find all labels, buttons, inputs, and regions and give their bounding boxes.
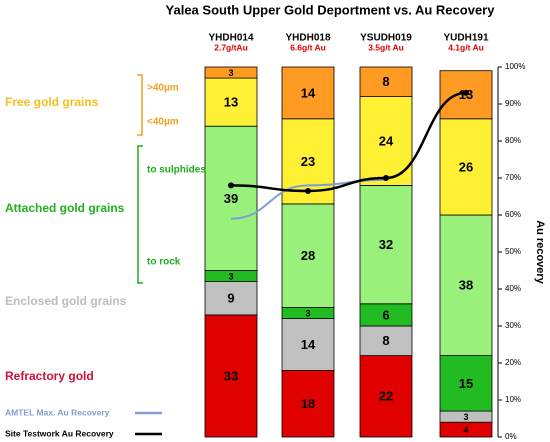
- y-axis-label: Au recovery: [534, 220, 546, 284]
- data-label: 26: [459, 159, 473, 174]
- data-label: 3: [228, 271, 233, 281]
- bracket: [137, 145, 143, 284]
- data-label: 13: [224, 95, 238, 110]
- line-marker: [383, 175, 389, 181]
- y-tick-label: 60%: [505, 210, 521, 219]
- y-tick-label: 80%: [505, 136, 521, 145]
- group-label: Attached gold grains: [5, 201, 125, 215]
- data-label: 28: [301, 248, 315, 263]
- data-label: 24: [379, 133, 394, 148]
- y-tick-label: 70%: [505, 173, 521, 182]
- x-tick-label: YSUDH019: [360, 33, 412, 44]
- data-label: 23: [301, 154, 315, 169]
- x-tick-label: YUDH191: [443, 33, 488, 44]
- data-label: 14: [301, 337, 316, 352]
- bar-segment: [281, 369, 335, 438]
- y-tick-label: 90%: [505, 99, 521, 108]
- data-label: 8: [382, 74, 389, 89]
- data-label: 3: [463, 412, 468, 422]
- line-marker: [305, 187, 311, 194]
- series-label: >40µm: [147, 83, 179, 94]
- series-label: <40µm: [147, 117, 179, 128]
- y-tick-label: 30%: [505, 321, 521, 330]
- bar-segment: [204, 314, 258, 438]
- bar-segment: [281, 66, 335, 120]
- series-label: to sulphides: [147, 165, 206, 176]
- bracket: [137, 74, 143, 136]
- series-label: to rock: [147, 257, 181, 268]
- y-tick-label: 50%: [505, 247, 521, 256]
- y-tick-label: 10%: [505, 395, 521, 404]
- legend-label: AMTEL Max. Au Recovery: [5, 407, 110, 417]
- bar-segment: [439, 118, 493, 216]
- bar-segment: [359, 66, 413, 98]
- y-tick-label: 40%: [505, 284, 521, 293]
- bar-segment: [204, 66, 258, 79]
- x-tick-sublabel: 6.6g/t Au: [290, 42, 326, 52]
- series-label: Enclosed gold grains: [5, 294, 127, 308]
- data-label: 22: [379, 389, 393, 404]
- x-tick-label: YHDH018: [285, 33, 330, 44]
- data-label: 9: [227, 291, 234, 306]
- x-tick-sublabel: 2.7g/tAu: [214, 42, 248, 52]
- data-label: 33: [224, 368, 238, 383]
- x-tick-sublabel: 3.5g/t Au: [368, 42, 404, 52]
- line: [230, 91, 467, 193]
- x-tick-label: YHDH014: [208, 33, 253, 44]
- bar-segment: [281, 203, 335, 308]
- group-label: Free gold grains: [5, 95, 99, 109]
- data-label: 32: [379, 237, 393, 252]
- data-label: 14: [301, 85, 316, 100]
- legend-label: Site Testwork Au Recovery: [5, 428, 114, 438]
- bar-segment: [359, 325, 413, 357]
- bar-segment: [439, 355, 493, 412]
- bar-segment: [359, 184, 413, 305]
- data-label: 15: [459, 376, 473, 391]
- y-tick-label: 100%: [505, 62, 525, 71]
- data-label: 8: [382, 333, 389, 348]
- bar-segment: [281, 318, 335, 371]
- x-tick-sublabel: 4.1g/t Au: [448, 42, 484, 52]
- y-tick-label: 20%: [505, 358, 521, 367]
- data-label: 4: [463, 425, 468, 435]
- series-label: Refractory gold: [5, 369, 94, 383]
- bar-segment: [359, 355, 413, 438]
- line-marker: [463, 89, 469, 96]
- line-marker: [228, 182, 234, 189]
- data-label: 3: [228, 68, 233, 78]
- chart-title: Yalea South Upper Gold Deportment vs. Au…: [166, 2, 496, 17]
- data-label: 38: [459, 278, 473, 293]
- data-label: 3: [305, 308, 310, 318]
- y-tick-label: 0%: [505, 432, 517, 441]
- bar-segment: [204, 281, 258, 316]
- data-label: 39: [224, 191, 238, 206]
- data-label: 6: [382, 307, 389, 322]
- bar-segment: [204, 125, 258, 271]
- data-label: 18: [301, 396, 315, 411]
- bar-segment: [204, 77, 258, 127]
